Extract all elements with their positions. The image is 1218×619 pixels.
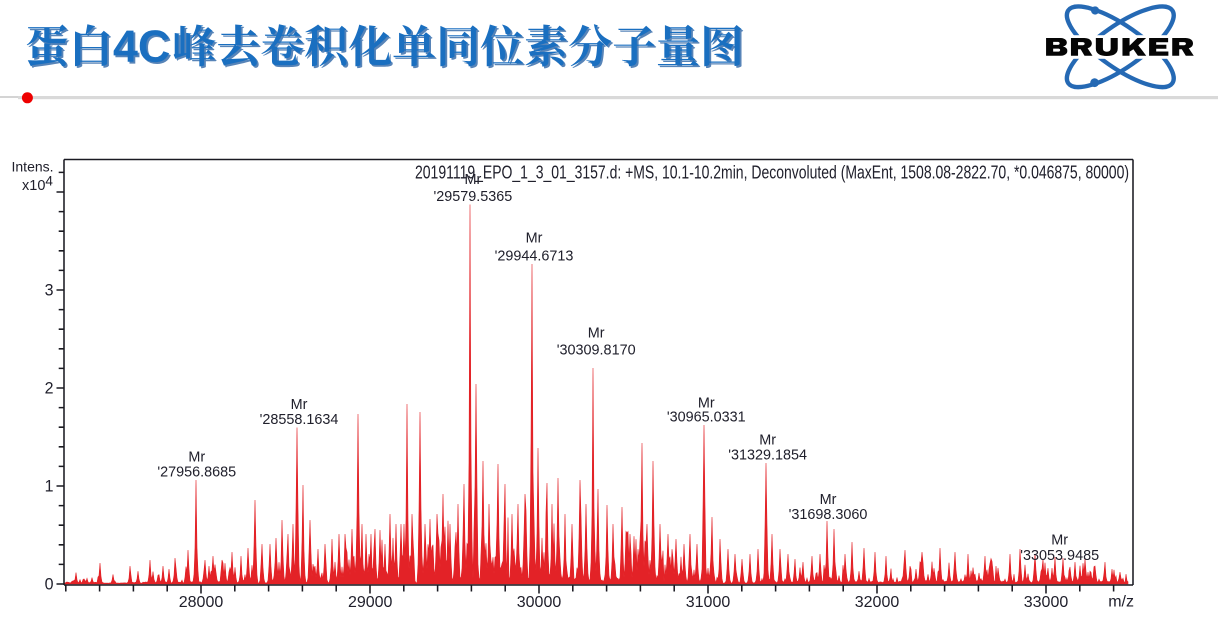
svg-text:20191119_EPO_1_3_01_3157.d: +M: 20191119_EPO_1_3_01_3157.d: +MS, 10.1-10…: [415, 162, 1129, 183]
svg-text:28000: 28000: [179, 594, 224, 611]
svg-text:'31698.3060: '31698.3060: [789, 507, 868, 523]
svg-text:Mr: Mr: [465, 172, 482, 188]
svg-text:'29579.5365: '29579.5365: [434, 189, 513, 205]
svg-text:x104: x104: [22, 174, 53, 195]
svg-text:Mr: Mr: [698, 396, 715, 412]
svg-text:'30965.0331: '30965.0331: [667, 410, 746, 426]
svg-text:m/z: m/z: [1108, 594, 1134, 611]
svg-text:Mr: Mr: [291, 397, 308, 413]
svg-text:33000: 33000: [1024, 594, 1069, 611]
svg-text:'27956.8685: '27956.8685: [157, 465, 236, 481]
svg-text:29000: 29000: [348, 594, 393, 611]
svg-text:Mr: Mr: [588, 326, 605, 342]
svg-text:'31329.1854: '31329.1854: [728, 448, 807, 464]
svg-text:2: 2: [45, 379, 54, 397]
svg-text:Intens.: Intens.: [12, 159, 54, 175]
svg-text:'30309.8170: '30309.8170: [557, 342, 636, 358]
svg-text:30000: 30000: [517, 594, 562, 611]
svg-text:1: 1: [45, 478, 54, 496]
svg-text:31000: 31000: [686, 594, 731, 611]
svg-text:Mr: Mr: [1051, 533, 1068, 549]
svg-text:'28558.1634: '28558.1634: [260, 412, 339, 428]
svg-text:3: 3: [45, 281, 54, 299]
svg-text:Mr: Mr: [759, 432, 776, 448]
svg-text:32000: 32000: [855, 594, 900, 611]
svg-text:Mr: Mr: [188, 449, 205, 465]
svg-text:Mr: Mr: [820, 492, 837, 508]
svg-text:0: 0: [45, 575, 54, 593]
svg-text:'29944.6713: '29944.6713: [495, 249, 574, 265]
svg-text:Mr: Mr: [526, 231, 543, 247]
svg-text:'33053.9485: '33053.9485: [1020, 548, 1099, 564]
